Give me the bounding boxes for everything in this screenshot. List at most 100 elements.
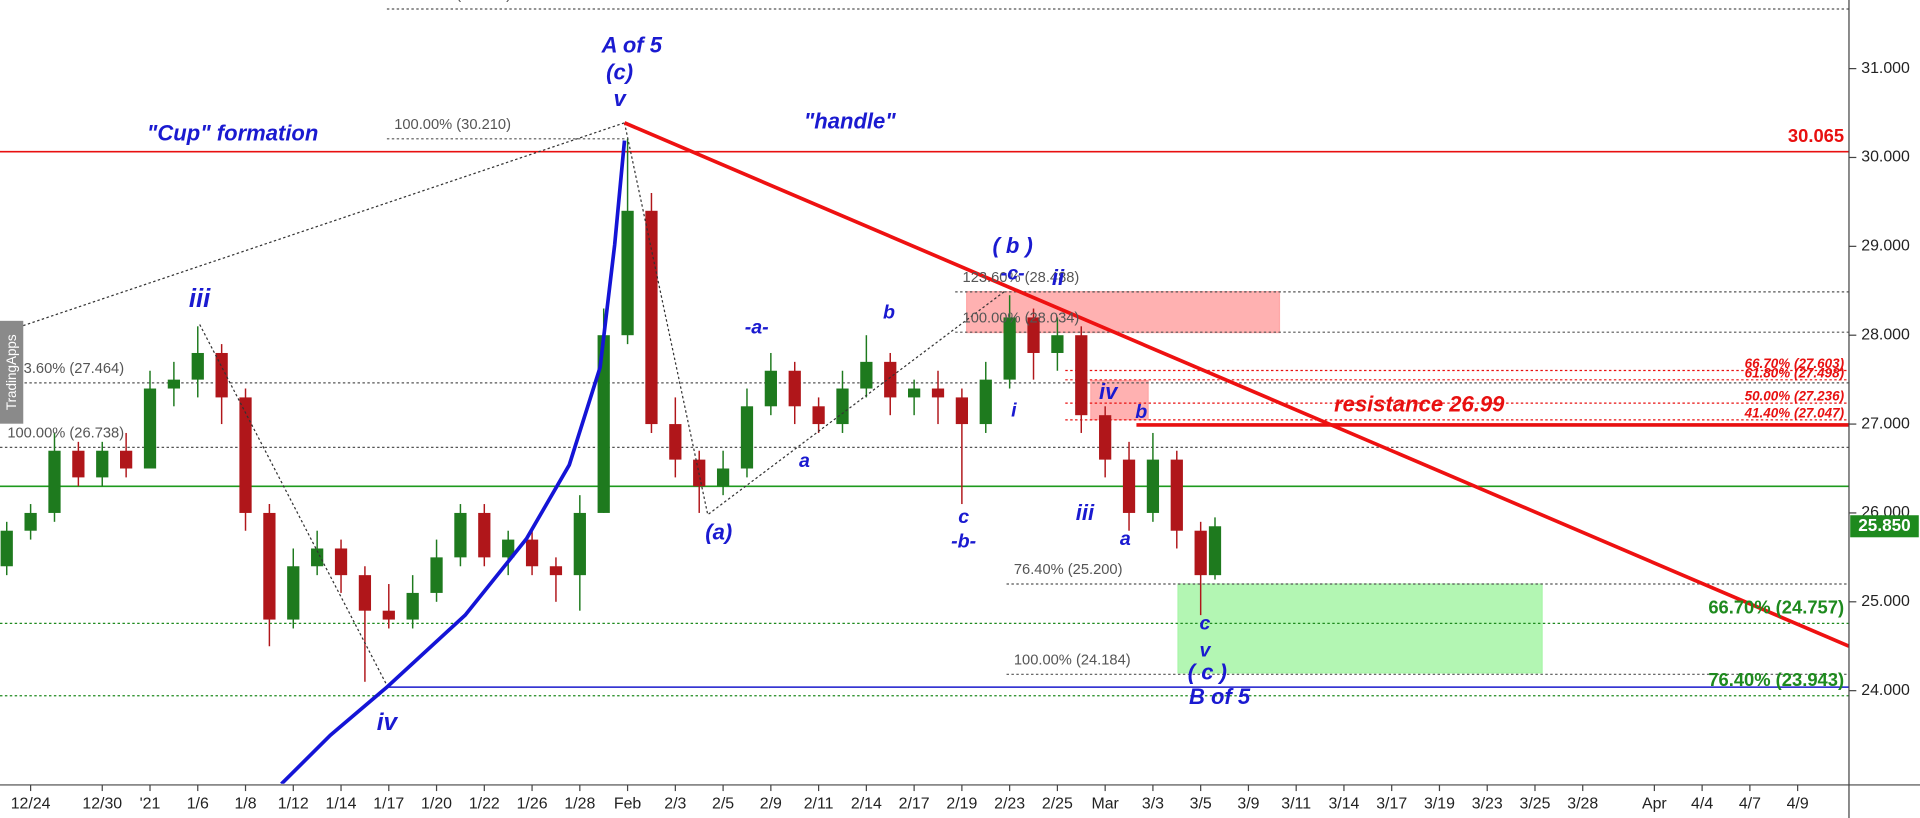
candle-body [788,370,801,407]
candle-body [1075,335,1088,416]
trend-line [280,140,627,784]
x-tick-label: 1/6 [187,796,209,813]
wave-label: "Cup" formation [147,121,318,146]
x-tick-label: Mar [1091,796,1119,813]
wave-label: (c) [606,59,633,84]
candle-body [597,335,610,513]
wave-label: a [1120,528,1131,550]
candle-body [48,450,61,513]
watermark-background [0,320,24,424]
x-tick-label: 3/5 [1190,796,1212,813]
x-tick-label: 2/25 [1042,796,1073,813]
y-tick-label: 30.000 [1861,149,1910,166]
wave-label: iv [377,709,399,736]
level-label: 41.40% (27.047) [1744,405,1845,420]
candle-body [502,539,515,558]
level-label: 50.00% (27.236) [1745,389,1845,404]
level-label: 30.065 [1788,125,1844,146]
wave-label: -a- [745,316,769,338]
candle-body [287,566,300,620]
candle-body [406,592,419,620]
level-label: resistance 26.99 [1334,391,1505,416]
level-label: 123.60% (28.488) [963,270,1080,286]
candle-body [1122,459,1136,513]
x-tick-label: 2/11 [804,796,834,813]
x-tick-label: 3/11 [1281,796,1311,813]
plot-area [0,8,1849,784]
candle-body [72,450,85,478]
candle-body [143,388,157,469]
wave-label: "handle" [804,108,896,133]
x-tick-label: 1/20 [421,796,452,813]
x-tick-label: '21 [140,796,161,813]
level-label: 100.00% (28.034) [963,310,1080,326]
candle-body [311,548,324,567]
level-label: 100.00% (26.738) [7,426,124,442]
candle-body [1099,415,1112,460]
wave-label: v [1199,640,1211,662]
last-price-box [1850,515,1919,538]
wave-label: ( c ) [1188,659,1227,684]
x-tick-label: 2/17 [899,796,930,813]
candle-body [215,352,228,398]
wave-label: c [958,506,969,528]
y-tick-label: 25.000 [1861,593,1910,610]
trend-line [623,121,1849,648]
candle-body [573,512,586,576]
x-tick-label: 4/4 [1691,796,1713,813]
candle-body [334,548,348,576]
level-label: 66.70% (24.757) [1708,597,1844,618]
candle-body [525,539,539,567]
last-price-label: 25.850 [1858,515,1910,535]
candle-body [478,512,491,558]
x-tick-label: 2/23 [994,796,1025,813]
wave-labels: A of 5 (c) v "Cup" formation "handle" ii… [147,32,1251,736]
candle-body [239,397,252,513]
wave-label: iii [1076,500,1095,525]
candle-body [1194,530,1207,576]
level-label: 123.60% (27.464) [7,361,124,377]
x-tick-label: 12/24 [11,796,51,813]
candle-body [358,575,372,611]
x-tick-label: 3/23 [1472,796,1503,813]
candle-body [740,406,754,469]
wave-label: ii [1052,265,1065,290]
trend-line [623,122,1005,516]
candle-body [836,388,849,425]
x-tick-label: 3/19 [1424,796,1455,813]
zone [966,291,1281,334]
candle-body [979,379,992,425]
wave-label: b [883,302,895,324]
candle-body [764,370,777,407]
x-tick-label: 1/26 [517,796,548,813]
watermark-tab: TradingApps [0,320,24,424]
y-tick-label: 24.000 [1861,682,1910,699]
candle-body [263,512,276,620]
wave-label: b [1135,401,1147,423]
candle-body [955,397,969,425]
candle-body [716,468,730,487]
x-tick-label: 4/7 [1739,796,1761,813]
x-tick-label: 3/14 [1328,796,1359,813]
x-tick-label: 1/8 [234,796,256,813]
x-tick-label: 12/30 [82,796,122,813]
candle-body [0,530,13,567]
wave-label: B of 5 [1189,684,1251,709]
x-tick-label: 3/25 [1519,796,1550,813]
x-tick-label: 2/9 [760,796,782,813]
x-tick-label: 3/17 [1376,796,1407,813]
candle-body [908,388,921,398]
x-tick-label: Apr [1642,796,1667,813]
x-tick-label: 2/14 [851,796,882,813]
level-label: 100.00% (24.184) [1014,653,1131,669]
wave-label: v [613,86,627,111]
wave-label: A of 5 [601,32,663,57]
x-tick-label: 2/3 [664,796,686,813]
candle-body [1027,317,1040,353]
level-label: 66.70% (27.603) [1745,356,1845,371]
x-tick-label: 3/3 [1142,796,1164,813]
level-label: 76.40% (25.200) [1014,562,1123,578]
candle-body [884,361,897,398]
